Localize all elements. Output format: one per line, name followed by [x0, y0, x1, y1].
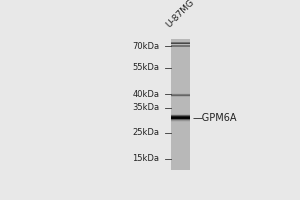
Text: 25kDa: 25kDa	[133, 128, 160, 137]
Text: 70kDa: 70kDa	[132, 42, 160, 51]
Text: 35kDa: 35kDa	[132, 103, 160, 112]
Text: U-87MG: U-87MG	[165, 0, 196, 29]
Text: 55kDa: 55kDa	[133, 63, 160, 72]
Text: 40kDa: 40kDa	[133, 90, 160, 99]
Text: —GPM6A: —GPM6A	[192, 113, 237, 123]
Bar	[171, 39, 190, 170]
Text: 15kDa: 15kDa	[133, 154, 160, 163]
